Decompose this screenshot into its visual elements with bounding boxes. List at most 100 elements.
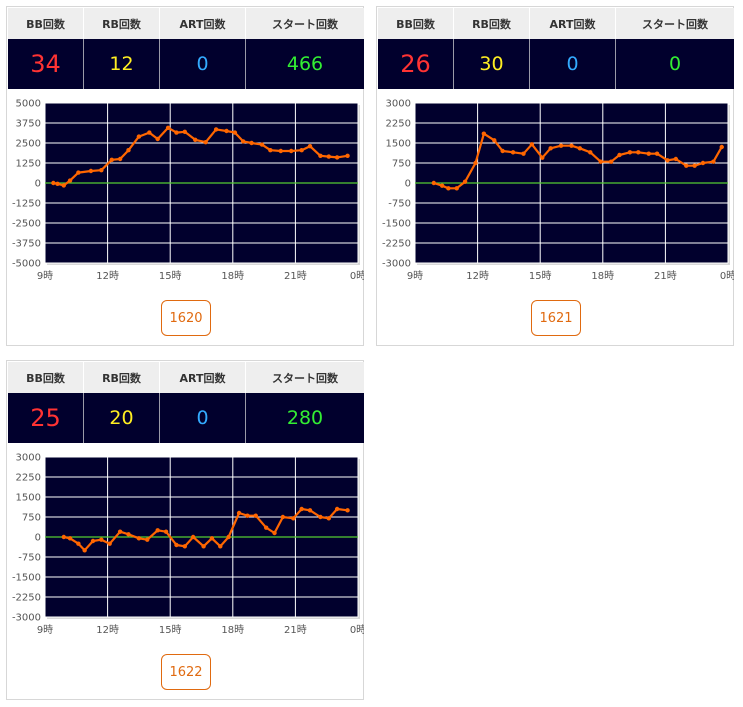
- y-tick-label: -3000: [12, 613, 41, 624]
- data-point: [473, 160, 478, 166]
- y-tick-label: 2500: [16, 139, 41, 150]
- x-tick-label: 9時: [37, 270, 53, 282]
- data-point: [224, 128, 229, 134]
- y-tick-label: -5000: [12, 259, 41, 270]
- art-count-value: 0: [160, 393, 246, 443]
- y-tick-label: 1500: [386, 139, 411, 150]
- data-point: [67, 536, 73, 541]
- y-tick-label: 750: [22, 513, 41, 524]
- data-point: [82, 548, 87, 553]
- rb-count-value: 12: [84, 39, 160, 89]
- start-count-header: スタート回数: [272, 17, 338, 31]
- data-point: [136, 134, 142, 139]
- data-point: [334, 506, 340, 512]
- data-point: [654, 151, 660, 156]
- y-tick-label: 5000: [16, 99, 41, 110]
- rb-count-value: 20: [84, 393, 160, 443]
- x-tick-label: 12時: [466, 270, 489, 282]
- stats-header-row: BB回数 RB回数 ART回数 スタート回数: [8, 362, 364, 393]
- data-point: [446, 186, 451, 191]
- data-point: [673, 156, 679, 162]
- stats-header-row: BB回数 RB回数 ART回数 スタート回数: [378, 8, 734, 39]
- machine-1620-button[interactable]: 1620: [161, 300, 211, 336]
- y-tick-label: -2250: [382, 239, 411, 250]
- bb-count-value: 25: [8, 393, 84, 443]
- data-point: [109, 157, 114, 162]
- machine-1622-button[interactable]: 1622: [161, 654, 211, 690]
- x-tick-label: 0時: [350, 270, 364, 282]
- data-point: [588, 150, 593, 155]
- art-count-value: 0: [160, 39, 246, 89]
- data-point: [90, 538, 96, 544]
- data-point: [291, 516, 296, 521]
- stats-value-row: 34 12 0 466: [8, 39, 364, 89]
- data-point: [209, 536, 215, 541]
- y-tick-label: 1250: [16, 159, 41, 170]
- data-point: [665, 158, 670, 163]
- data-point: [155, 136, 160, 142]
- data-point: [299, 506, 304, 512]
- y-tick-label: 0: [35, 533, 41, 544]
- data-point: [334, 155, 340, 160]
- data-point: [193, 137, 198, 142]
- data-point: [318, 153, 323, 158]
- stats-value-row: 26 30 0 0: [378, 39, 734, 89]
- rb-count-value: 30: [454, 39, 530, 89]
- x-tick-label: 21時: [284, 270, 307, 282]
- start-count-value: 280: [286, 407, 324, 429]
- data-point: [540, 155, 545, 160]
- data-point: [711, 159, 716, 164]
- stats-table: BB回数 RB回数 ART回数 スタート回数 26 30 0 0: [378, 8, 734, 89]
- data-point: [51, 180, 56, 186]
- data-point: [500, 148, 505, 154]
- data-point: [280, 514, 286, 520]
- bb-count-header: BB回数: [8, 362, 84, 393]
- bb-count-header: BB回数: [378, 8, 454, 39]
- data-point: [719, 144, 724, 150]
- art-count-header: ART回数: [160, 8, 246, 39]
- data-point: [345, 508, 350, 513]
- data-point: [326, 154, 331, 159]
- data-point: [155, 528, 160, 533]
- y-tick-label: -750: [18, 553, 41, 564]
- data-point: [136, 536, 142, 541]
- data-point: [548, 146, 553, 151]
- machine-card-1622: BB回数 RB回数 ART回数 スタート回数 25 20 0 280 3000 2…: [6, 360, 364, 700]
- art-count-header: ART回数: [530, 8, 616, 39]
- data-point: [126, 148, 131, 153]
- data-point: [700, 160, 706, 166]
- data-point: [117, 156, 123, 162]
- data-point: [454, 186, 459, 191]
- data-point: [232, 130, 238, 135]
- data-point: [147, 130, 152, 135]
- data-point: [245, 513, 250, 518]
- data-point: [163, 529, 169, 534]
- data-point: [529, 142, 535, 147]
- data-point: [99, 537, 104, 542]
- y-tick-label: 750: [392, 159, 411, 170]
- x-tick-label: 18時: [221, 270, 244, 282]
- machine-1621-button[interactable]: 1621: [531, 300, 581, 336]
- stats-header-row: BB回数 RB回数 ART回数 スタート回数: [8, 8, 364, 39]
- y-tick-label: -2250: [12, 593, 41, 604]
- data-point: [345, 153, 350, 158]
- data-point: [481, 131, 487, 136]
- data-point: [145, 537, 150, 542]
- data-point: [462, 179, 468, 184]
- data-point: [521, 151, 526, 156]
- data-point: [76, 170, 81, 175]
- data-point: [249, 140, 254, 146]
- data-point: [684, 163, 689, 168]
- x-tick-label: 18時: [221, 624, 244, 636]
- data-point: [646, 151, 651, 156]
- data-point: [598, 159, 603, 164]
- data-point: [190, 534, 196, 540]
- data-point: [107, 541, 112, 546]
- y-tick-label: -1500: [382, 219, 411, 230]
- bb-count-value: 26: [378, 39, 454, 89]
- y-tick-label: 3750: [16, 119, 41, 130]
- data-point: [174, 542, 179, 548]
- y-tick-label: -1250: [12, 199, 41, 210]
- start-count-value: 0: [668, 53, 682, 75]
- data-point: [165, 125, 171, 130]
